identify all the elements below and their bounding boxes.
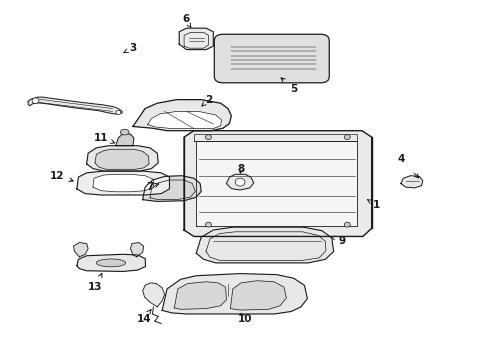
Polygon shape: [77, 254, 146, 271]
Ellipse shape: [344, 135, 350, 140]
Polygon shape: [143, 283, 165, 307]
Polygon shape: [162, 274, 307, 314]
Polygon shape: [401, 176, 423, 188]
Polygon shape: [150, 180, 196, 200]
Ellipse shape: [344, 222, 350, 227]
Ellipse shape: [32, 98, 39, 104]
Ellipse shape: [235, 178, 245, 186]
FancyBboxPatch shape: [214, 34, 329, 83]
Text: 12: 12: [50, 171, 65, 181]
Polygon shape: [196, 141, 357, 226]
Text: 2: 2: [205, 95, 212, 105]
Ellipse shape: [205, 222, 211, 227]
Polygon shape: [143, 176, 201, 202]
Text: 1: 1: [373, 200, 380, 210]
Polygon shape: [116, 134, 134, 146]
Polygon shape: [130, 243, 144, 257]
Text: 6: 6: [182, 14, 189, 24]
Polygon shape: [93, 174, 153, 192]
Polygon shape: [230, 281, 287, 310]
Text: 10: 10: [238, 314, 252, 324]
Polygon shape: [133, 100, 231, 131]
Text: 3: 3: [129, 43, 137, 53]
Ellipse shape: [97, 259, 125, 267]
Ellipse shape: [120, 129, 129, 135]
Polygon shape: [77, 171, 170, 195]
Text: 4: 4: [397, 154, 405, 164]
Text: 13: 13: [88, 282, 102, 292]
Polygon shape: [95, 149, 149, 169]
Text: 9: 9: [339, 236, 346, 246]
Polygon shape: [226, 174, 254, 190]
Polygon shape: [28, 97, 122, 114]
Polygon shape: [184, 131, 372, 237]
Polygon shape: [196, 227, 334, 263]
Polygon shape: [174, 282, 226, 309]
Ellipse shape: [205, 135, 211, 140]
Polygon shape: [147, 111, 221, 129]
Text: 8: 8: [238, 164, 245, 174]
Text: 14: 14: [136, 314, 151, 324]
Text: 11: 11: [94, 133, 108, 143]
Ellipse shape: [116, 111, 121, 114]
Polygon shape: [179, 28, 213, 50]
Text: 5: 5: [290, 84, 297, 94]
Polygon shape: [87, 146, 158, 171]
Polygon shape: [74, 243, 88, 257]
Text: 7: 7: [147, 182, 154, 192]
